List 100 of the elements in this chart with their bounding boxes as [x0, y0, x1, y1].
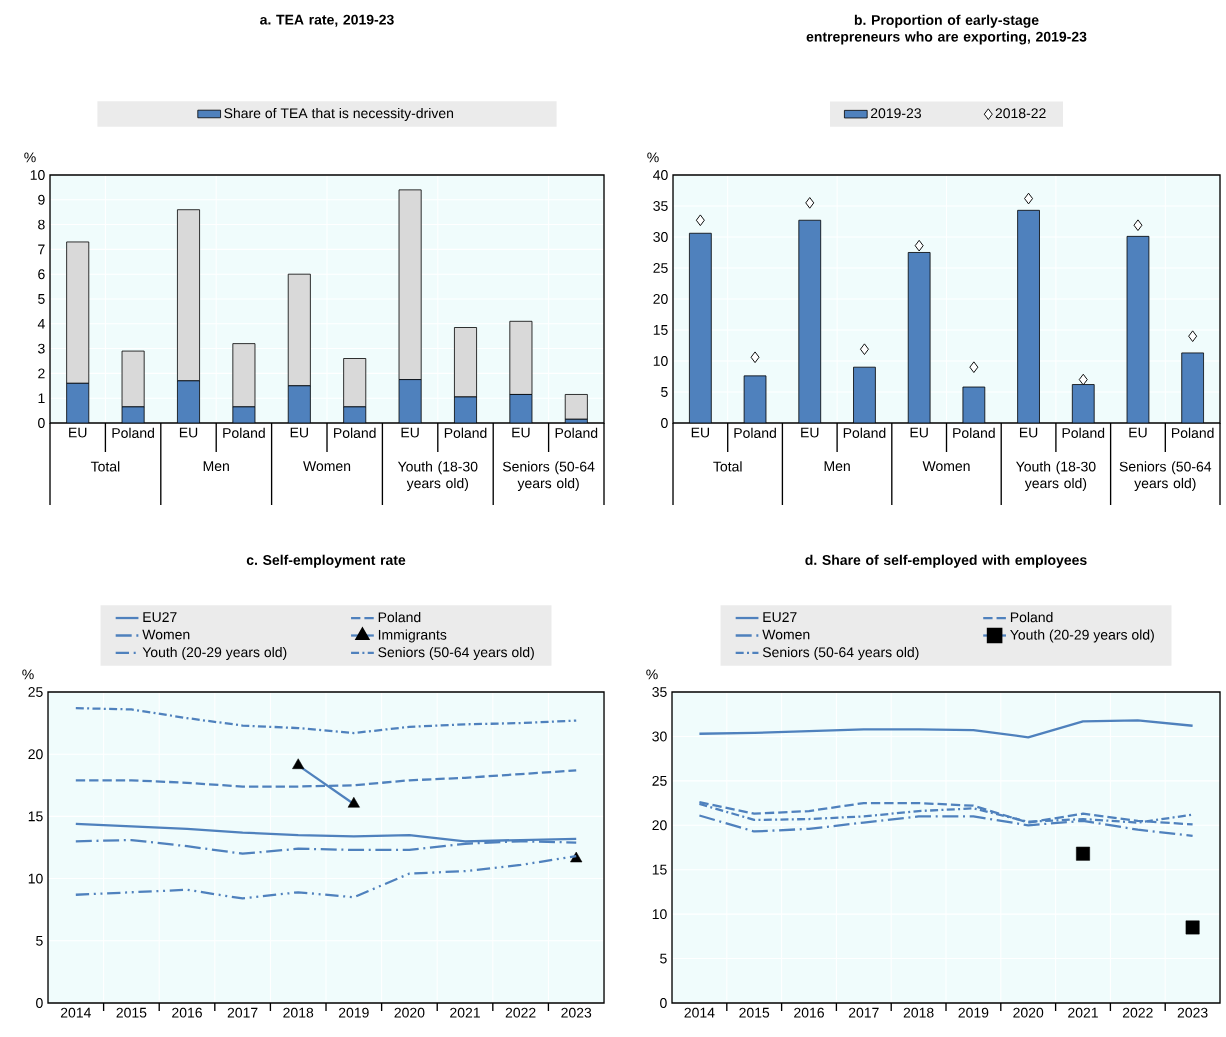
legend-label: Women — [142, 629, 190, 640]
y-tick-label: 20 — [652, 820, 667, 831]
legend-label: 2018-22 — [995, 108, 1046, 119]
y-tick-label: 5 — [660, 953, 667, 964]
y-tick-label: 5 — [36, 935, 43, 946]
y-tick-label: 35 — [653, 201, 668, 211]
y-tick-label: 0 — [660, 998, 667, 1008]
x-tick-label: Poland — [112, 427, 154, 438]
x-tick-label: 2018 — [283, 1007, 314, 1018]
legend-label: Youth (20-29 years old) — [1010, 629, 1154, 643]
legend-label: Youth (20-29 years old) — [142, 646, 287, 660]
legend-label: EU27 — [143, 612, 177, 623]
x-tick-label: 2016 — [794, 1007, 824, 1018]
x-tick-label: 2018 — [903, 1007, 934, 1018]
chart-title: d. Share of self-employed with employees — [805, 554, 1087, 568]
legend-label: EU27 — [763, 612, 797, 623]
x-tick-label: EU — [290, 427, 308, 438]
y-tick-label: 15 — [652, 864, 667, 875]
y-tick-label: 7 — [38, 244, 45, 255]
y-tick-label: 2 — [38, 368, 45, 379]
x-tick-label: Poland — [223, 427, 265, 438]
text: Men — [824, 461, 850, 472]
y-tick-label: 3 — [38, 343, 45, 354]
text: Women — [922, 461, 970, 472]
x-tick-label: EU — [801, 427, 819, 438]
x-tick-label: Poland — [1062, 427, 1105, 438]
text: Youth (18-30 years old) — [1016, 461, 1096, 491]
x-tick-label: 2023 — [1177, 1007, 1208, 1018]
chart-title: c. Self-employment rate — [246, 554, 406, 568]
x-tick-label: 2022 — [505, 1007, 536, 1018]
x-tick-label: 2017 — [848, 1007, 879, 1018]
text: Youth (18-30 years old) — [397, 461, 478, 491]
y-axis-title: % — [24, 152, 36, 163]
x-tick-label: 2023 — [561, 1007, 592, 1018]
y-tick-label: 15 — [28, 811, 43, 822]
legend-label: Share of TEA that is necessity-driven — [224, 107, 454, 121]
x-tick-label: Poland — [555, 427, 598, 438]
y-tick-label: 10 — [30, 170, 45, 180]
x-tick-label: 2017 — [227, 1007, 258, 1018]
x-tick-label: Poland — [953, 427, 995, 438]
x-tick-label: 2014 — [684, 1007, 715, 1018]
chart-title: a. TEA rate, 2019-23 — [260, 14, 394, 27]
text: Seniors (50-64 years old) — [1119, 461, 1212, 491]
x-tick-label: 2020 — [394, 1007, 425, 1018]
y-tick-label: 20 — [28, 749, 43, 760]
x-tick-label: EU — [69, 427, 87, 438]
legend-label: Seniors (50-64 years old) — [762, 646, 919, 660]
x-tick-label: 2020 — [1013, 1007, 1044, 1018]
y-axis-title: % — [646, 669, 658, 680]
y-tick-label: 0 — [661, 418, 668, 428]
x-tick-label: 2014 — [60, 1007, 91, 1018]
x-tick-label: 2016 — [172, 1007, 202, 1018]
x-tick-label: 2021 — [1068, 1007, 1098, 1018]
x-tick-label: Poland — [334, 427, 376, 438]
y-tick-label: 5 — [661, 387, 668, 397]
y-tick-label: 1 — [38, 393, 45, 403]
y-tick-label: 6 — [38, 269, 45, 280]
x-tick-label: 2019 — [958, 1007, 989, 1018]
x-tick-label: 2022 — [1122, 1007, 1153, 1018]
y-tick-label: 10 — [652, 909, 667, 920]
y-tick-label: 40 — [653, 170, 668, 180]
x-tick-label: Poland — [734, 427, 776, 438]
text: Men — [203, 461, 229, 472]
y-tick-label: 10 — [28, 873, 43, 884]
legend-label: Poland — [378, 611, 421, 623]
y-tick-label: 0 — [38, 418, 45, 428]
x-tick-label: Poland — [1172, 427, 1214, 438]
y-tick-label: 20 — [653, 294, 668, 304]
x-tick-label: 2019 — [338, 1007, 369, 1018]
y-tick-label: 0 — [36, 998, 43, 1008]
y-tick-label: 25 — [28, 687, 43, 697]
y-tick-label: 35 — [652, 687, 667, 697]
x-tick-label: EU — [401, 427, 419, 438]
x-tick-label: 2015 — [116, 1007, 147, 1018]
x-tick-label: EU — [512, 427, 530, 438]
x-tick-label: EU — [1129, 427, 1147, 438]
y-tick-label: 25 — [653, 263, 668, 273]
x-tick-label: EU — [691, 427, 710, 438]
legend-label: 2019-23 — [870, 108, 921, 119]
x-tick-label: Poland — [843, 427, 886, 438]
legend-label: Seniors (50-64 years old) — [378, 646, 534, 660]
y-axis-title: % — [22, 669, 34, 680]
x-tick-label: EU — [910, 427, 928, 438]
x-tick-label: EU — [179, 427, 198, 438]
y-tick-label: 9 — [38, 194, 45, 205]
y-tick-label: 30 — [652, 731, 667, 742]
y-axis-title: % — [647, 152, 659, 163]
x-tick-label: EU — [1019, 427, 1038, 438]
text: Women — [303, 461, 351, 472]
legend-label: Immigrants — [378, 629, 447, 643]
y-tick-label: 4 — [37, 318, 45, 329]
x-tick-label: 2015 — [739, 1007, 770, 1018]
y-tick-label: 5 — [38, 294, 45, 304]
y-tick-label: 30 — [653, 232, 668, 242]
x-tick-label: Poland — [444, 427, 487, 438]
x-tick-label: 2021 — [450, 1007, 480, 1018]
text: Seniors (50-64 years old) — [502, 461, 595, 491]
legend-label: Women — [762, 629, 810, 640]
y-tick-label: 15 — [653, 325, 668, 335]
text: Total — [90, 461, 120, 472]
